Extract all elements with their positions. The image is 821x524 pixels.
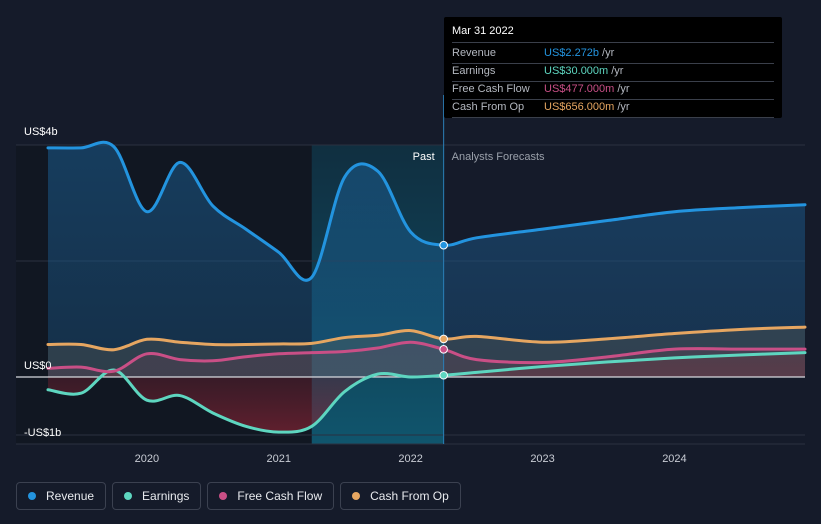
legend-item-cash-from-op[interactable]: Cash From Op (340, 482, 461, 510)
tooltip-label: Revenue (452, 47, 497, 59)
legend-item-earnings[interactable]: Earnings (112, 482, 202, 510)
earnings-line (46, 351, 807, 434)
tooltip-row-cash-from-op: Cash From Op US$656.000m /yr (452, 100, 774, 118)
revenue-point (439, 240, 448, 250)
cash-from-op-line (46, 325, 807, 352)
x-tick-label: 2023 (530, 453, 554, 465)
free-cash-flow-line (46, 340, 807, 374)
tooltip-row-revenue: Revenue US$2.272b /yr (452, 46, 774, 64)
earnings-area (48, 352, 805, 433)
tooltip-unit: /yr (617, 83, 630, 95)
free-cash-flow-area (48, 342, 805, 377)
tooltip-row-free-cash-flow: Free Cash Flow US$477.000m /yr (452, 82, 774, 100)
free-cash-flow-dot-icon (219, 492, 228, 500)
x-tick-label: 2021 (267, 453, 291, 465)
y-tick-label: US$0 (24, 360, 52, 372)
tooltip-date: Mar 31 2022 (452, 25, 774, 43)
tooltip-value: US$656.000m (544, 101, 615, 113)
tooltip-row-earnings: Earnings US$30.000m /yr (452, 64, 774, 82)
cash-from-op-dot-icon (352, 492, 361, 500)
y-tick-label: US$4b (24, 126, 58, 138)
earnings-point (439, 370, 448, 380)
tooltip-unit: /yr (602, 47, 615, 59)
tooltip-unit: /yr (617, 101, 630, 113)
legend-label: Free Cash Flow (237, 489, 323, 503)
x-tick-label: 2020 (135, 453, 159, 465)
tooltip-value: US$477.000m (544, 83, 615, 95)
legend-label: Earnings (142, 489, 190, 503)
tooltip-label: Earnings (452, 65, 496, 77)
y-axis-labels: US$4b US$0 -US$1b (24, 126, 61, 439)
revenue-area (48, 142, 805, 377)
tooltip-unit: /yr (611, 65, 624, 77)
series-lines (46, 140, 807, 434)
revenue-line (46, 140, 807, 282)
x-tick-label: 2022 (398, 453, 422, 465)
legend-label: Revenue (46, 489, 95, 503)
legend-item-revenue[interactable]: Revenue (16, 482, 107, 510)
tooltip-value: US$30.000m (544, 65, 609, 77)
past-label: Past (413, 151, 435, 163)
highlight-points (439, 240, 448, 380)
x-axis-labels: 2020 2021 2022 2023 2024 (135, 453, 687, 465)
tooltip: Mar 31 2022 Revenue US$2.272b /yr Earnin… (444, 17, 782, 118)
forecast-label: Analysts Forecasts (452, 151, 545, 163)
x-tick-label: 2024 (662, 453, 686, 465)
legend-label: Cash From Op (370, 489, 449, 503)
cash-from-op-point (439, 334, 448, 344)
legend: Revenue Earnings Free Cash Flow Cash Fro… (16, 482, 461, 510)
free-cash-flow-point (439, 345, 448, 354)
tooltip-value: US$2.272b (544, 47, 600, 59)
earnings-dot-icon (124, 492, 133, 500)
y-tick-label: -US$1b (24, 427, 61, 439)
revenue-dot-icon (28, 492, 36, 500)
tooltip-label: Cash From Op (452, 101, 525, 113)
tooltip-label: Free Cash Flow (452, 83, 530, 95)
legend-item-free-cash-flow[interactable]: Free Cash Flow (207, 482, 335, 510)
